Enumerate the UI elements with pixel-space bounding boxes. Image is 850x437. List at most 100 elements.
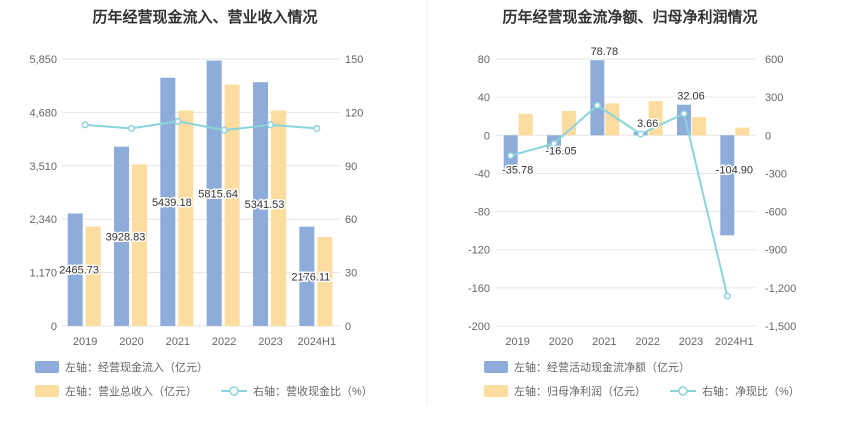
y-left-tick-label: 4,680	[29, 107, 57, 119]
bar-primary	[67, 213, 83, 326]
bar-primary	[590, 60, 605, 136]
data-label: 2465.73	[59, 265, 99, 277]
bar-secondary	[271, 110, 286, 326]
ratio-line	[85, 120, 317, 132]
y-left-tick-label: 1,170	[29, 268, 57, 280]
ratio-point	[637, 130, 645, 138]
bar-primary	[160, 77, 176, 326]
ratio-point	[174, 117, 182, 125]
x-tick-label: 2023	[679, 336, 703, 348]
chart-title: 历年经营现金流入、营业收入情况	[92, 8, 317, 26]
ratio-point	[220, 126, 228, 134]
bar-secondary	[605, 103, 620, 136]
ratio-point	[723, 292, 731, 300]
bar-secondary	[178, 110, 194, 326]
left-chart: 历年经营现金流入、营业收入情况 0 1,170 2,340 3,510 4,680 5,85…	[29, 8, 372, 398]
x-tick-label: 2023	[258, 336, 282, 348]
y-right-tick-label: 0	[345, 321, 351, 333]
y-left-tick-label: -120	[468, 245, 490, 257]
x-tick-label: 2021	[166, 336, 190, 348]
x-tick-label: 2019	[73, 336, 97, 348]
y-left-tick-label: -40	[474, 168, 490, 180]
y-left-tick-label: 80	[478, 54, 490, 66]
data-label: 78.78	[591, 46, 619, 58]
y-right-tick-label: 30	[345, 268, 357, 280]
x-tick-label: 2024H1	[298, 336, 337, 348]
legend-label: 左轴：营业总收入（亿元）	[65, 384, 197, 398]
y-right-tick-label: 90	[345, 161, 357, 173]
y-right-tick-label: -300	[765, 168, 787, 180]
bar-secondary	[692, 117, 706, 136]
ratio-point	[550, 140, 558, 148]
data-label: 32.06	[677, 91, 705, 103]
x-tick-label: 2024H1	[715, 336, 754, 348]
legend-label: 左轴：经营现金流入（亿元）	[65, 360, 208, 374]
data-label: 3928.83	[106, 231, 146, 243]
y-left-tick-label: 3,510	[29, 161, 57, 173]
y-left-tick-label: 0	[484, 130, 490, 142]
ratio-point	[127, 124, 136, 132]
x-tick-label: 2022	[212, 336, 236, 348]
ratio-point	[266, 121, 275, 129]
data-label: -104.90	[716, 164, 753, 176]
legend-swatch-line-marker	[678, 386, 688, 396]
legend-label: 左轴：归母净利润（亿元）	[514, 384, 646, 398]
y-right-tick-label: -600	[765, 207, 787, 219]
data-label: 5439.18	[152, 197, 192, 209]
y-left-tick-label: 40	[478, 92, 490, 104]
data-label: 5341.53	[245, 199, 285, 211]
y-left-tick-label: -200	[468, 321, 490, 333]
bar-secondary	[224, 84, 240, 326]
bar-secondary	[562, 110, 576, 136]
legend-label: 左轴：经营活动现金流净额（亿元）	[514, 360, 690, 374]
bar-secondary	[132, 164, 147, 326]
y-right-tick-label: -1,500	[765, 321, 796, 333]
y-right-tick-label: -1,200	[765, 283, 796, 295]
bar-secondary	[648, 100, 663, 136]
ratio-point	[81, 121, 89, 129]
ratio-line	[510, 104, 729, 297]
ratio-point	[507, 152, 515, 160]
bar-secondary	[518, 113, 533, 136]
data-label: 2176.11	[291, 271, 330, 283]
y-right-tick-label: 600	[765, 54, 783, 66]
y-left-tick-label: -160	[468, 283, 490, 295]
legend-swatch-line-marker	[229, 386, 239, 396]
y-left-tick-label: 0	[51, 321, 57, 333]
bar-secondary	[735, 127, 750, 136]
legend-swatch-primary	[35, 361, 59, 373]
x-tick-label: 2019	[505, 336, 529, 348]
data-label: 5815.64	[198, 188, 238, 200]
right-chart: 历年经营现金流净额、归母净利润情况 -200 -160 -120 -80 -40 0 40 80…	[468, 8, 800, 398]
y-right-tick-label: 150	[345, 54, 363, 66]
ratio-point	[313, 124, 321, 132]
bar-secondary	[317, 237, 333, 326]
legend-swatch-secondary	[35, 385, 59, 397]
legend-swatch-secondary	[484, 385, 508, 397]
legend-swatch-primary	[484, 361, 508, 373]
y-right-tick-label: -900	[765, 245, 787, 257]
y-right-tick-label: 60	[345, 214, 357, 226]
data-label: -16.05	[545, 146, 576, 158]
x-tick-label: 2021	[592, 336, 616, 348]
y-right-tick-label: 120	[345, 107, 363, 119]
y-right-tick-label: 300	[765, 92, 783, 104]
bar-secondary	[85, 226, 101, 326]
y-left-tick-label: 5,850	[29, 54, 57, 66]
legend-label: 右轴：营收现金比（%）	[253, 384, 373, 398]
bar-primary	[720, 135, 735, 236]
bar-primary	[253, 82, 268, 326]
x-tick-label: 2020	[119, 336, 143, 348]
y-left-tick-label: -80	[474, 207, 490, 219]
legend-label: 右轴：净现比（%）	[702, 384, 800, 398]
y-left-tick-label: 2,340	[29, 214, 57, 226]
x-tick-label: 2022	[635, 336, 659, 348]
x-tick-label: 2020	[549, 336, 573, 348]
data-label: 3.66	[637, 118, 658, 130]
data-label: -35.78	[502, 164, 533, 176]
bar-primary	[299, 226, 315, 326]
ratio-point	[593, 101, 601, 109]
chart-title: 历年经营现金流净额、归母净利润情况	[502, 8, 757, 26]
ratio-point	[680, 110, 688, 118]
